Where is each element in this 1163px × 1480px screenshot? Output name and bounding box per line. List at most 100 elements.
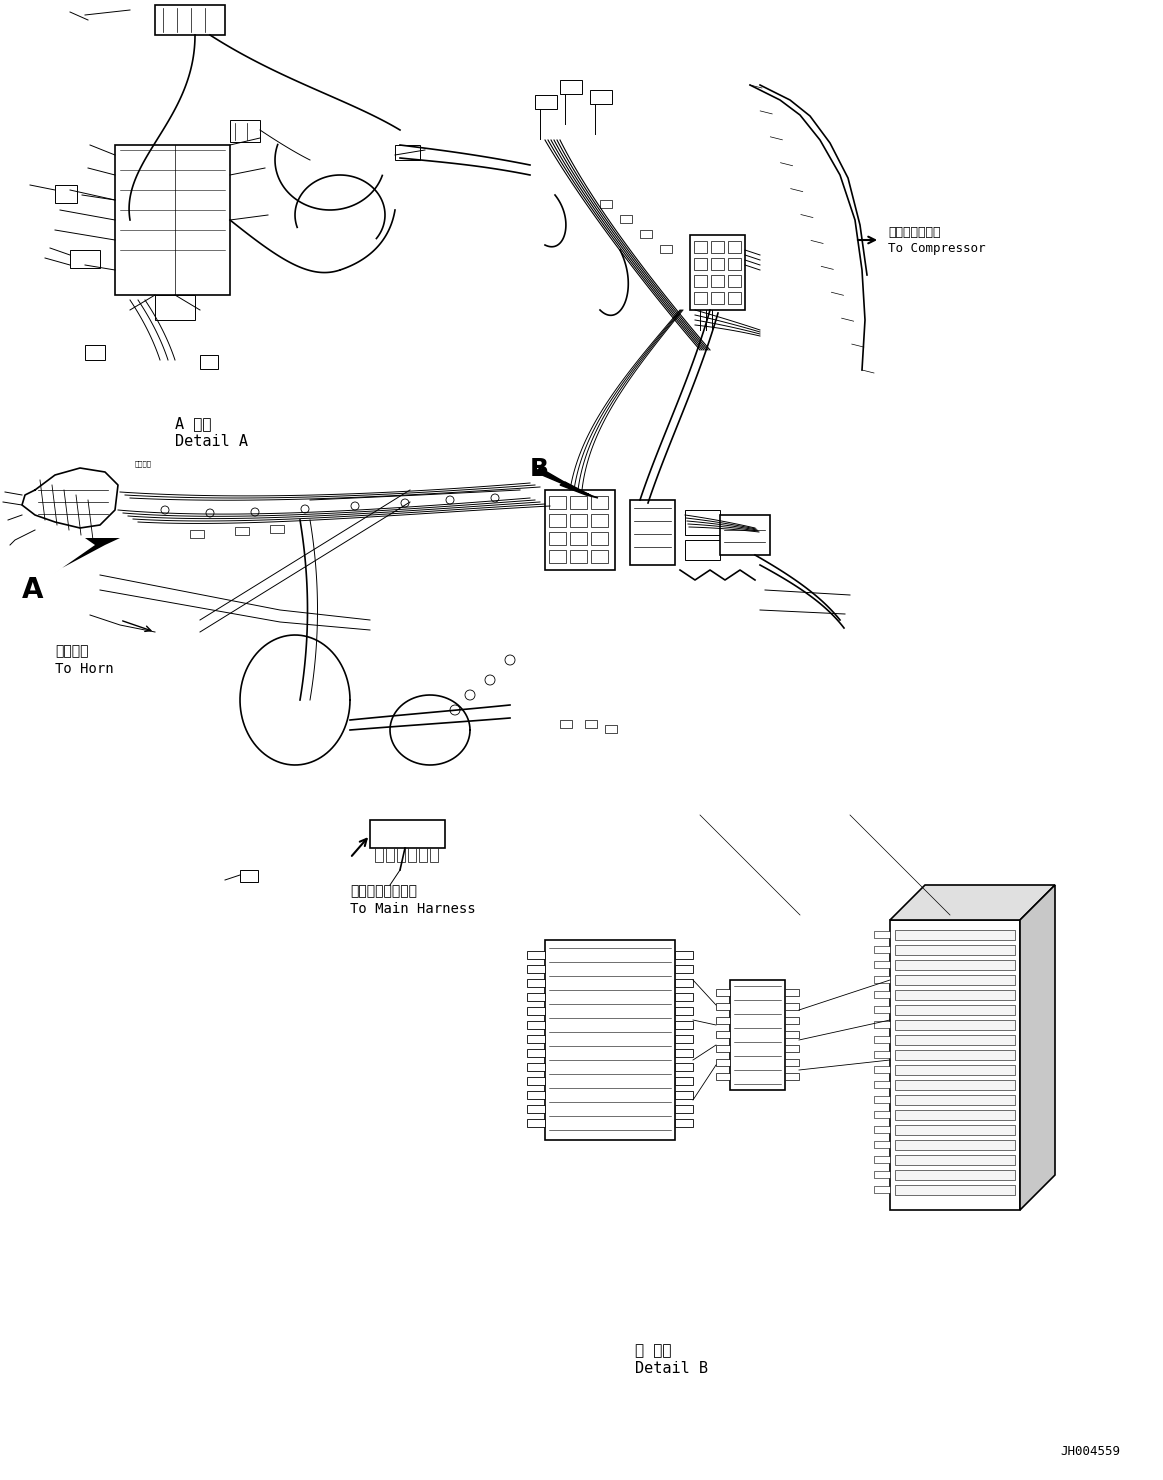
Bar <box>716 1032 730 1037</box>
Bar <box>675 1063 693 1072</box>
Polygon shape <box>561 482 598 497</box>
Bar <box>190 530 204 539</box>
Bar <box>896 961 1015 969</box>
Bar <box>675 978 693 987</box>
Bar <box>875 1126 890 1134</box>
Bar <box>875 1185 890 1193</box>
Bar <box>545 490 615 570</box>
Bar <box>675 1049 693 1057</box>
Bar <box>549 531 566 545</box>
Circle shape <box>505 656 515 665</box>
Bar <box>561 719 572 728</box>
Bar <box>896 1110 1015 1120</box>
Bar <box>716 1073 730 1080</box>
Bar <box>374 848 383 861</box>
Bar <box>675 1077 693 1085</box>
Bar <box>875 931 890 938</box>
Bar <box>711 292 725 303</box>
Bar <box>896 1140 1015 1150</box>
Bar <box>785 1017 799 1024</box>
Bar <box>716 1045 730 1052</box>
Bar <box>527 1106 545 1113</box>
Bar <box>675 1035 693 1043</box>
Bar <box>397 848 405 861</box>
Text: To Compressor: To Compressor <box>889 241 985 255</box>
Text: 日 詳細: 日 詳細 <box>635 1342 671 1359</box>
Bar <box>570 496 587 509</box>
Bar <box>527 1119 545 1126</box>
Bar <box>875 1156 890 1163</box>
Bar <box>875 1066 890 1073</box>
Bar <box>896 1171 1015 1180</box>
Circle shape <box>450 704 461 715</box>
Bar <box>675 965 693 972</box>
Text: ホーンへ: ホーンへ <box>55 644 88 659</box>
Bar <box>785 1060 799 1066</box>
Bar <box>70 250 100 268</box>
Bar <box>115 145 230 295</box>
Bar <box>875 1036 890 1043</box>
Bar <box>728 292 741 303</box>
Circle shape <box>160 506 169 514</box>
Bar <box>875 1097 890 1103</box>
Bar <box>549 551 566 562</box>
Bar <box>155 295 195 320</box>
Bar <box>230 120 261 142</box>
Text: B: B <box>530 457 549 481</box>
Text: JH004559: JH004559 <box>1059 1444 1120 1458</box>
Bar <box>430 848 438 861</box>
Bar <box>896 1035 1015 1045</box>
Bar <box>896 1125 1015 1135</box>
Circle shape <box>206 509 214 517</box>
Bar <box>235 527 249 534</box>
Circle shape <box>251 508 259 517</box>
Bar <box>896 1049 1015 1060</box>
Circle shape <box>401 499 409 508</box>
Bar <box>875 961 890 968</box>
Bar <box>590 90 612 104</box>
Bar <box>675 993 693 1000</box>
Text: A: A <box>22 576 43 604</box>
Bar <box>527 1021 545 1029</box>
Bar <box>875 1021 890 1029</box>
Bar <box>896 1005 1015 1015</box>
Bar <box>527 965 545 972</box>
Bar <box>527 952 545 959</box>
Bar <box>716 1003 730 1009</box>
Circle shape <box>351 502 359 511</box>
Bar <box>675 1006 693 1015</box>
Text: ヨロエア: ヨロエア <box>135 460 152 466</box>
Bar <box>570 531 587 545</box>
Text: To Main Harness: To Main Harness <box>350 901 476 916</box>
Text: Detail A: Detail A <box>174 434 248 448</box>
Bar <box>55 185 77 203</box>
Bar <box>85 345 105 360</box>
Bar <box>600 200 612 209</box>
Bar <box>675 1106 693 1113</box>
Bar <box>527 1077 545 1085</box>
Bar <box>591 531 608 545</box>
Bar <box>408 848 416 861</box>
Bar <box>200 355 217 369</box>
Bar <box>419 848 427 861</box>
Bar <box>395 145 420 160</box>
Bar <box>875 1141 890 1148</box>
Text: Detail B: Detail B <box>635 1362 708 1376</box>
Bar <box>875 975 890 983</box>
Bar <box>690 235 745 309</box>
Bar <box>711 258 725 269</box>
Text: コンプレッサへ: コンプレッサへ <box>889 225 941 238</box>
Polygon shape <box>1020 885 1055 1211</box>
Bar <box>896 1154 1015 1165</box>
Bar <box>694 258 707 269</box>
Bar <box>896 990 1015 1000</box>
Bar <box>728 258 741 269</box>
Bar <box>549 496 566 509</box>
Bar <box>716 1060 730 1066</box>
Bar <box>875 1051 890 1058</box>
Bar <box>896 975 1015 986</box>
Bar <box>896 1066 1015 1074</box>
Bar <box>535 95 557 110</box>
Bar <box>370 820 445 848</box>
Bar <box>545 940 675 1140</box>
